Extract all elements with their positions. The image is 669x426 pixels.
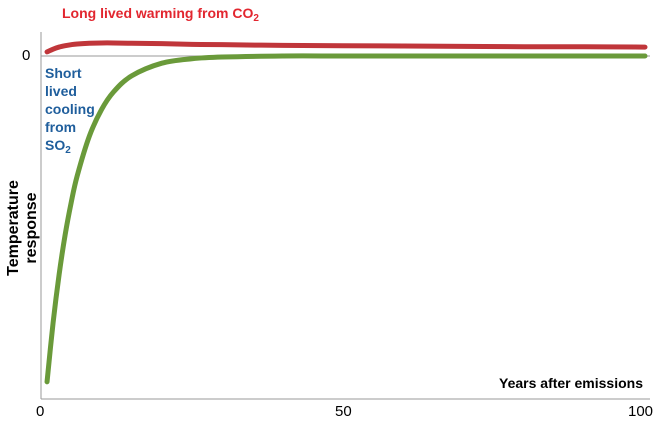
y-axis-label: Temperature response [5,180,40,276]
x-tick-label: 0 [36,403,45,420]
so2-cooling-line [44,53,648,385]
so2-series-label: Short lived cooling from SO2 [45,65,95,156]
x-axis-label: Years after emissions [499,375,643,391]
co2-series-label: Long lived warming from CO2 [62,5,259,24]
x-tick-label: 50 [335,403,352,420]
y-tick-label: 0 [22,47,31,64]
x-tick-label: 100 [628,403,654,420]
co2-warming-line [44,40,648,55]
